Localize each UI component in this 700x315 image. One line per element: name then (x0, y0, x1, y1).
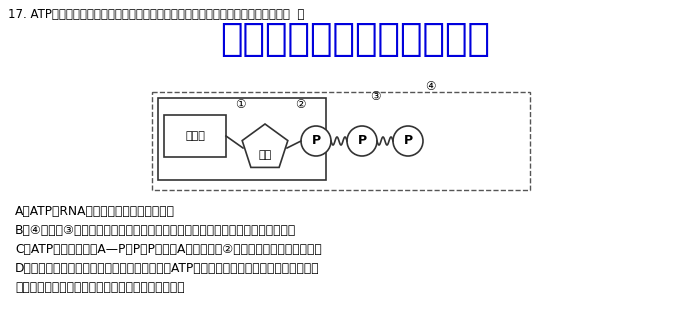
Circle shape (301, 126, 331, 156)
Text: P: P (403, 135, 412, 147)
Text: ④: ④ (425, 81, 435, 94)
Bar (164, 115, 226, 157)
Text: 糖类和脂质的代谢都可以通过细胞呼吸过程联系起来: 糖类和脂质的代谢都可以通过细胞呼吸过程联系起来 (15, 281, 185, 294)
Text: ②: ② (295, 99, 305, 112)
Text: ①: ① (234, 99, 245, 112)
Text: P: P (358, 135, 367, 147)
Text: 17. ATP是细胞内重要的高能磷酸化合物，其结构可用下图表示。下列叙述错误的是（  ）: 17. ATP是细胞内重要的高能磷酸化合物，其结构可用下图表示。下列叙述错误的是… (8, 8, 304, 21)
Bar (152, 92, 530, 190)
Text: 微信公众号关注：趣找答案: 微信公众号关注：趣找答案 (220, 22, 490, 58)
Text: 腺嘌呤: 腺嘌呤 (185, 131, 205, 141)
Text: ③: ③ (370, 90, 380, 104)
Circle shape (393, 126, 423, 156)
Text: 核糖: 核糖 (258, 150, 272, 160)
Bar (158, 98, 326, 180)
Circle shape (347, 126, 377, 156)
Text: C．ATP的结构简式是A—P～P～P，其中A代表图中的②，～代表一种特殊的化学键: C．ATP的结构简式是A—P～P～P，其中A代表图中的②，～代表一种特殊的化学键 (15, 243, 322, 256)
Text: B．④转化为③是放能反应，该反应释放的能量可用于糖类、蛋白质等有机物的合成: B．④转化为③是放能反应，该反应释放的能量可用于糖类、蛋白质等有机物的合成 (15, 224, 296, 237)
Text: A．ATP与RNA彻底水解后的产物完全相同: A．ATP与RNA彻底水解后的产物完全相同 (15, 205, 175, 218)
Text: P: P (312, 135, 321, 147)
Polygon shape (242, 124, 288, 167)
Text: D．细胞呼吸除可为生物体提供生命活动所需的ATP外，还是生物体代谢的枢纽，蛋白质、: D．细胞呼吸除可为生物体提供生命活动所需的ATP外，还是生物体代谢的枢纽，蛋白质… (15, 262, 320, 275)
